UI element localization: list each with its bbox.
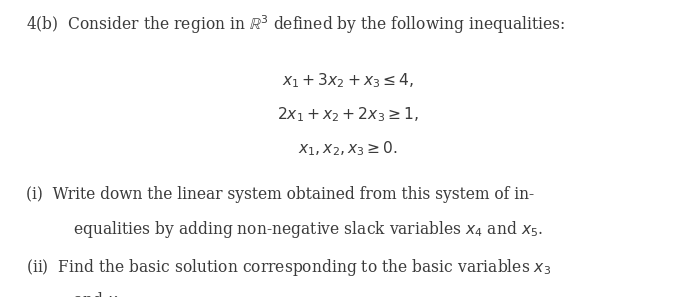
Text: 4(b)  Consider the region in $\mathbb{R}^3$ defined by the following inequalitie: 4(b) Consider the region in $\mathbb{R}^…	[26, 13, 566, 36]
Text: $x_1 + 3x_2 + x_3 \leq 4,$: $x_1 + 3x_2 + x_3 \leq 4,$	[282, 71, 414, 90]
Text: (ii)  Find the basic solution corresponding to the basic variables $x_3$: (ii) Find the basic solution correspondi…	[26, 257, 552, 278]
Text: equalities by adding non-negative slack variables $x_4$ and $x_5$.: equalities by adding non-negative slack …	[73, 219, 543, 240]
Text: and $x_5$.: and $x_5$.	[73, 290, 129, 297]
Text: (i)  Write down the linear system obtained from this system of in-: (i) Write down the linear system obtaine…	[26, 186, 535, 203]
Text: $2x_1 + x_2 + 2x_3 \geq 1,$: $2x_1 + x_2 + 2x_3 \geq 1,$	[277, 105, 419, 124]
Text: $x_1, x_2, x_3 \geq 0.$: $x_1, x_2, x_3 \geq 0.$	[298, 140, 398, 158]
